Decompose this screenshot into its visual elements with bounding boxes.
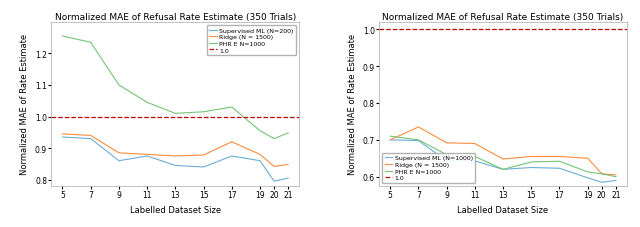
Ridge (N = 1500): [556, 155, 563, 158]
Ridge (N = 1500): [387, 139, 394, 142]
PHR E N=1000: [270, 138, 278, 140]
Ridge (N = 1500): [115, 152, 123, 155]
Line: Supervised ML (N=1000): Supervised ML (N=1000): [390, 140, 616, 183]
Ridge (N = 1500): [598, 173, 605, 175]
Ridge (N = 1500): [527, 155, 535, 158]
Line: Ridge (N = 1500): Ridge (N = 1500): [390, 127, 616, 175]
Supervised ML (N=200): [143, 155, 151, 158]
Supervised ML (N=1000): [598, 181, 605, 184]
PHR E N=1000: [612, 176, 620, 178]
Supervised ML (N=1000): [415, 140, 422, 142]
Supervised ML (N=1000): [556, 167, 563, 170]
Line: PHR E N=1000: PHR E N=1000: [63, 37, 288, 139]
Legend: Supervised ML (N=200), Ridge (N = 1500), PHR E N=1000, 1.0: Supervised ML (N=200), Ridge (N = 1500),…: [207, 26, 296, 56]
PHR E N=1000: [59, 35, 67, 38]
Supervised ML (N=1000): [527, 166, 535, 169]
Supervised ML (N=200): [115, 160, 123, 162]
Supervised ML (N=1000): [443, 160, 451, 163]
PHR E N=1000: [143, 101, 151, 104]
Ridge (N = 1500): [228, 141, 236, 143]
PHR E N=1000: [256, 130, 264, 133]
Y-axis label: Normalized MAE of Rate Estimate: Normalized MAE of Rate Estimate: [348, 34, 357, 175]
PHR E N=1000: [556, 160, 563, 163]
Title: Normalized MAE of Refusal Rate Estimate (350 Trials): Normalized MAE of Refusal Rate Estimate …: [383, 13, 624, 22]
1.0: [316, 29, 323, 31]
PHR E N=1000: [228, 106, 236, 109]
Ridge (N = 1500): [270, 165, 278, 168]
Ridge (N = 1500): [612, 174, 620, 176]
PHR E N=1000: [598, 173, 605, 175]
Ridge (N = 1500): [59, 133, 67, 136]
PHR E N=1000: [387, 135, 394, 138]
Supervised ML (N=200): [59, 136, 67, 139]
PHR E N=1000: [284, 132, 292, 135]
Supervised ML (N=1000): [387, 139, 394, 142]
PHR E N=1000: [115, 84, 123, 87]
1.0: [330, 29, 338, 31]
Supervised ML (N=200): [200, 166, 207, 169]
Supervised ML (N=200): [87, 138, 95, 140]
PHR E N=1000: [527, 161, 535, 164]
Supervised ML (N=1000): [612, 179, 620, 182]
Supervised ML (N=1000): [499, 168, 507, 171]
Ridge (N = 1500): [143, 153, 151, 156]
PHR E N=1000: [415, 139, 422, 142]
Line: Ridge (N = 1500): Ridge (N = 1500): [63, 134, 288, 167]
Title: Normalized MAE of Refusal Rate Estimate (350 Trials): Normalized MAE of Refusal Rate Estimate …: [54, 13, 296, 22]
Legend: Supervised ML (N=1000), Ridge (N = 1500), PHR E N=1000, 1.0: Supervised ML (N=1000), Ridge (N = 1500)…: [382, 153, 475, 183]
Ridge (N = 1500): [415, 126, 422, 129]
Supervised ML (N=1000): [584, 177, 591, 179]
PHR E N=1000: [499, 168, 507, 171]
PHR E N=1000: [443, 153, 451, 156]
1.0: [2, 116, 10, 118]
Ridge (N = 1500): [471, 143, 479, 145]
Line: Supervised ML (N=200): Supervised ML (N=200): [63, 137, 288, 181]
Ridge (N = 1500): [200, 154, 207, 157]
Supervised ML (N=200): [256, 160, 264, 162]
Ridge (N = 1500): [584, 157, 591, 160]
X-axis label: Labelled Dataset Size: Labelled Dataset Size: [130, 205, 221, 214]
Ridge (N = 1500): [87, 134, 95, 137]
Y-axis label: Normalized MAE of Rate Estimate: Normalized MAE of Rate Estimate: [20, 34, 29, 175]
Supervised ML (N=200): [270, 180, 278, 183]
Line: PHR E N=1000: PHR E N=1000: [390, 137, 616, 177]
Ridge (N = 1500): [443, 142, 451, 145]
PHR E N=1000: [200, 111, 207, 114]
PHR E N=1000: [87, 42, 95, 44]
Ridge (N = 1500): [499, 158, 507, 161]
Supervised ML (N=1000): [471, 160, 479, 163]
Supervised ML (N=200): [172, 164, 179, 167]
Ridge (N = 1500): [284, 163, 292, 166]
Ridge (N = 1500): [256, 153, 264, 156]
Supervised ML (N=200): [228, 155, 236, 158]
Ridge (N = 1500): [172, 155, 179, 158]
PHR E N=1000: [584, 171, 591, 174]
PHR E N=1000: [172, 113, 179, 115]
Supervised ML (N=200): [284, 177, 292, 180]
PHR E N=1000: [471, 155, 479, 158]
X-axis label: Labelled Dataset Size: Labelled Dataset Size: [458, 205, 548, 214]
